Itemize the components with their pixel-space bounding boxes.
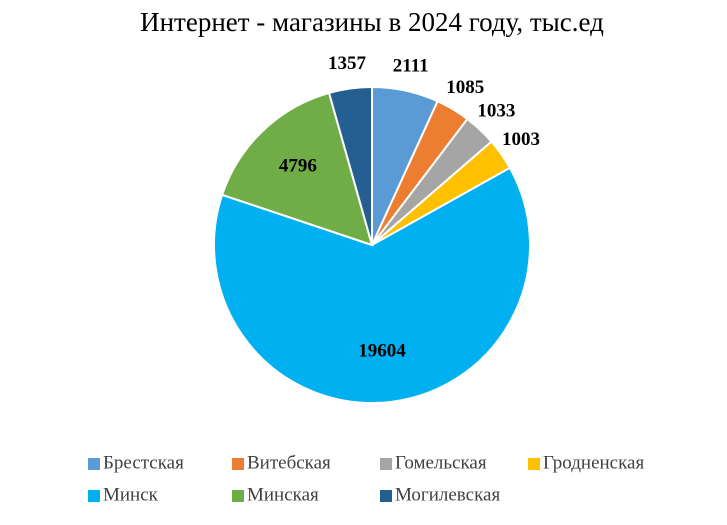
data-label: 1003 xyxy=(502,129,540,150)
legend-swatch xyxy=(232,458,244,470)
pie-slice xyxy=(327,85,373,246)
data-label: 4796 xyxy=(279,156,317,177)
legend-label: Гродненская xyxy=(543,452,644,473)
data-label: 1357 xyxy=(328,53,367,74)
chart-title: Интернет - магазины в 2024 году, тыс.ед xyxy=(140,7,604,37)
legend-label: Минская xyxy=(247,484,319,505)
legend-label: Витебская xyxy=(247,452,331,473)
legend-swatch xyxy=(380,458,392,470)
legend-swatch xyxy=(88,490,100,502)
data-label: 1085 xyxy=(446,77,484,98)
legend-swatch xyxy=(528,458,540,470)
legend-swatch xyxy=(88,458,100,470)
pie-slice xyxy=(213,166,531,404)
legend-label: Минск xyxy=(103,484,159,505)
pie-slice xyxy=(220,91,374,247)
data-label: 2111 xyxy=(393,56,429,77)
legend-swatch xyxy=(232,490,244,502)
data-label: 19604 xyxy=(358,340,406,361)
legend-label: Гомельская xyxy=(395,452,487,473)
legend-swatch xyxy=(380,490,392,502)
legend-label: Могилевская xyxy=(395,484,500,505)
legend-label: Брестская xyxy=(103,452,184,473)
data-label: 1033 xyxy=(477,101,515,122)
